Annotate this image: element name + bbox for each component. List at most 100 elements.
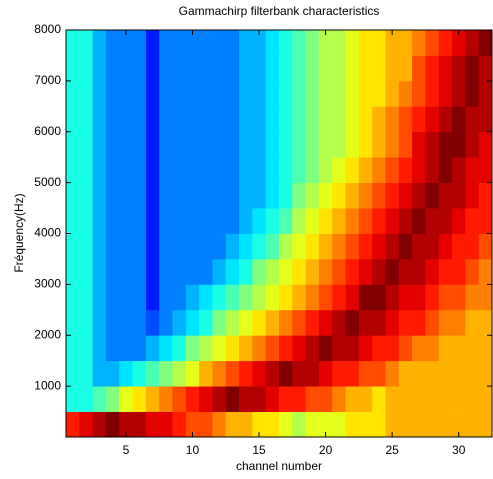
heatmap-cell bbox=[225, 284, 240, 311]
heatmap-cell bbox=[105, 335, 120, 362]
heatmap-cell bbox=[398, 30, 413, 56]
heatmap-cell bbox=[398, 335, 413, 362]
heatmap-cell bbox=[465, 233, 480, 260]
y-tick-label: 5000 bbox=[34, 175, 61, 189]
heatmap-cell bbox=[225, 106, 240, 133]
heatmap-cell bbox=[318, 80, 333, 107]
heatmap-cell bbox=[159, 233, 173, 260]
heatmap-cell bbox=[119, 233, 133, 260]
heatmap-cell bbox=[239, 360, 253, 387]
heatmap-cell bbox=[132, 386, 147, 412]
heatmap-cell bbox=[66, 284, 80, 311]
heatmap-cell bbox=[372, 106, 386, 133]
heatmap-cell bbox=[318, 30, 333, 56]
heatmap-cell bbox=[225, 411, 240, 438]
heatmap-cell bbox=[398, 411, 413, 438]
heatmap-cell bbox=[438, 258, 453, 285]
heatmap-cell bbox=[412, 55, 426, 82]
heatmap-cell bbox=[465, 55, 480, 82]
heatmap-cell bbox=[358, 360, 373, 387]
heatmap-cell bbox=[252, 233, 267, 260]
heatmap-cell bbox=[452, 233, 466, 260]
heatmap-cell bbox=[385, 386, 400, 412]
heatmap-cell bbox=[279, 258, 293, 285]
heatmap-cell bbox=[385, 131, 400, 158]
heatmap-cell bbox=[279, 131, 293, 158]
heatmap-cell bbox=[385, 208, 400, 234]
heatmap-cell bbox=[159, 106, 173, 133]
heatmap-cell bbox=[252, 386, 267, 412]
heatmap-cell bbox=[412, 30, 426, 56]
heatmap-cell bbox=[412, 411, 426, 438]
heatmap-cell bbox=[478, 55, 493, 82]
heatmap-cell bbox=[265, 131, 280, 158]
heatmap-cell bbox=[252, 284, 267, 311]
heatmap-cell bbox=[66, 233, 80, 260]
heatmap-cell bbox=[132, 411, 147, 438]
heatmap-cell bbox=[212, 182, 227, 209]
heatmap-cell bbox=[425, 55, 440, 82]
heatmap-cell bbox=[145, 411, 160, 438]
heatmap-cell bbox=[398, 131, 413, 158]
heatmap-cell bbox=[438, 182, 453, 209]
heatmap-cell bbox=[265, 106, 280, 133]
heatmap-cell bbox=[92, 106, 107, 133]
heatmap-cell bbox=[398, 157, 413, 184]
heatmap-cell bbox=[438, 208, 453, 234]
heatmap-cell bbox=[212, 233, 227, 260]
heatmap-cell bbox=[438, 309, 453, 336]
heatmap-cell bbox=[92, 386, 107, 412]
heatmap-cell bbox=[412, 157, 426, 184]
heatmap-cell bbox=[478, 80, 493, 107]
heatmap-cell bbox=[225, 360, 240, 387]
heatmap-cell bbox=[145, 258, 160, 285]
heatmap-cell bbox=[172, 182, 187, 209]
heatmap-cell bbox=[225, 233, 240, 260]
heatmap-cell bbox=[105, 411, 120, 438]
heatmap-cell bbox=[199, 106, 213, 133]
heatmap-cell bbox=[225, 208, 240, 234]
heatmap-cell bbox=[225, 335, 240, 362]
heatmap-cell bbox=[385, 360, 400, 387]
y-tick-label: 3000 bbox=[34, 277, 61, 291]
heatmap-cell bbox=[239, 157, 253, 184]
heatmap-cell bbox=[172, 55, 187, 82]
heatmap-cell bbox=[92, 55, 107, 82]
heatmap-cell bbox=[345, 309, 360, 336]
heatmap-cell bbox=[105, 258, 120, 285]
heatmap-cell bbox=[212, 258, 227, 285]
heatmap-cell bbox=[292, 30, 307, 56]
heatmap-cell bbox=[252, 411, 267, 438]
heatmap-cell bbox=[318, 182, 333, 209]
heatmap-cell bbox=[265, 386, 280, 412]
heatmap-cell bbox=[79, 284, 94, 311]
heatmap-cell bbox=[398, 386, 413, 412]
chart-title: Gammachirp filterbank characteristics bbox=[179, 4, 380, 18]
heatmap-cell bbox=[225, 182, 240, 209]
heatmap-cell bbox=[66, 360, 80, 387]
heatmap-cell bbox=[92, 131, 107, 158]
heatmap-cell bbox=[92, 80, 107, 107]
heatmap-cell bbox=[92, 30, 107, 56]
heatmap-cell bbox=[265, 30, 280, 56]
heatmap-cell bbox=[145, 30, 160, 56]
heatmap-cell bbox=[438, 335, 453, 362]
heatmap-cell bbox=[239, 411, 253, 438]
heatmap-cell bbox=[372, 182, 386, 209]
heatmap-cell bbox=[185, 258, 200, 285]
heatmap-cell bbox=[252, 360, 267, 387]
heatmap-cell bbox=[452, 335, 466, 362]
heatmap-cell bbox=[172, 208, 187, 234]
heatmap-cell bbox=[185, 208, 200, 234]
y-tick-label: 6000 bbox=[34, 124, 61, 138]
heatmap-cell bbox=[345, 386, 360, 412]
heatmap-cell bbox=[398, 208, 413, 234]
heatmap-cell bbox=[225, 131, 240, 158]
heatmap-cell bbox=[79, 30, 94, 56]
x-tick-label: 5 bbox=[123, 443, 130, 457]
heatmap-cell bbox=[358, 411, 373, 438]
heatmap-cell bbox=[119, 106, 133, 133]
heatmap-cell bbox=[159, 30, 173, 56]
heatmap-cell bbox=[159, 284, 173, 311]
heatmap-cell bbox=[199, 30, 213, 56]
